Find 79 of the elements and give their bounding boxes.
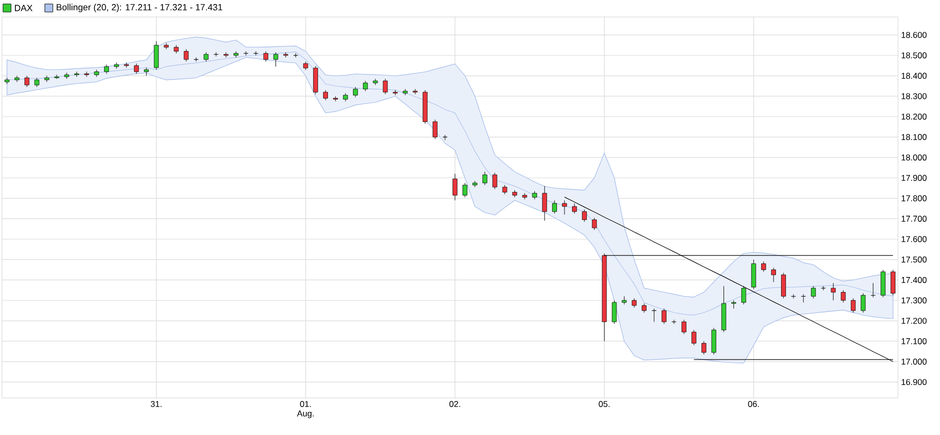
y-tick-label: 17.000 [902, 358, 927, 365]
candlestick [741, 286, 746, 305]
y-tick-label: 17.300 [902, 297, 927, 304]
candlestick [363, 80, 368, 92]
candlestick [572, 203, 577, 214]
candlestick [124, 62, 129, 68]
candlestick [701, 340, 706, 355]
candlestick [34, 78, 40, 88]
candlestick [323, 90, 328, 101]
y-tick-label: 17.500 [902, 256, 927, 263]
candlestick [24, 76, 30, 88]
y-tick-label: 17.100 [902, 338, 927, 344]
candlestick [692, 330, 696, 346]
candlestick [781, 272, 786, 299]
candlestick [452, 174, 458, 201]
candlestick [482, 172, 488, 186]
x-tick-label: 05. [598, 401, 610, 407]
candlestick [104, 64, 109, 74]
candlestick [204, 52, 208, 62]
candlestick [642, 303, 647, 313]
y-tick-label: 18.600 [902, 32, 927, 38]
candlestick [632, 298, 637, 308]
candlestick [14, 76, 20, 82]
x-tick-label: 06. [748, 401, 759, 407]
legend-label: Bollinger (20, 2): 17.211 - 17.321 - 17.431 [56, 4, 222, 12]
candlestick [761, 261, 766, 272]
candlestick [890, 270, 896, 296]
y-tick-label: 18.000 [902, 154, 927, 160]
candlestick [343, 92, 348, 102]
y-tick-label: 16.900 [902, 379, 927, 386]
y-tick-label: 18.100 [902, 134, 927, 140]
y-tick-label: 18.400 [902, 72, 927, 79]
candlestick [184, 48, 189, 62]
candlestick [114, 62, 119, 69]
candlestick [382, 78, 388, 94]
candlestick [542, 186, 547, 222]
candlestick [682, 320, 686, 334]
candlestick [880, 270, 886, 298]
candlestick [442, 134, 448, 140]
y-tick-label: 17.200 [902, 318, 927, 324]
candlestick [234, 51, 238, 58]
candlestick [840, 290, 846, 303]
candlestick [273, 52, 278, 67]
candlestick [582, 209, 587, 222]
candlestick [154, 40, 159, 70]
candlestick [134, 63, 139, 74]
candlestick [850, 298, 856, 313]
candlestick [592, 217, 597, 230]
candlestick [860, 292, 866, 313]
y-tick-label: 18.200 [902, 114, 927, 120]
candlestick [810, 286, 816, 299]
candlestick [552, 200, 557, 214]
x-tick-label: 31. [150, 401, 162, 407]
candlestick [502, 184, 508, 194]
candlestick [771, 267, 776, 282]
candlestick [432, 119, 438, 140]
candlestick [751, 259, 756, 290]
y-tick-label: 17.900 [902, 174, 927, 181]
legend-label: DAX [14, 4, 32, 12]
y-tick-label: 17.700 [902, 216, 927, 222]
y-tick-label: 17.800 [902, 195, 927, 202]
candlestick [562, 200, 567, 215]
y-tick-label: 18.300 [902, 93, 927, 100]
y-tick-label: 17.600 [902, 236, 927, 242]
y-tick-label: 18.500 [902, 52, 927, 58]
candlestick [711, 328, 716, 355]
y-tick-label: 17.400 [902, 276, 927, 283]
candlestick [263, 51, 268, 62]
candlestick [830, 282, 836, 301]
x-tick-label: 01. Aug. [296, 401, 314, 418]
candlestick [333, 96, 338, 102]
x-tick-label: 02. [449, 401, 460, 407]
candlestick [662, 308, 666, 324]
candlestick [612, 300, 617, 324]
candlestick [224, 52, 228, 58]
candlestick [4, 78, 10, 84]
candlestick [492, 172, 498, 190]
candlestick [462, 182, 468, 198]
candlestick [353, 86, 358, 98]
